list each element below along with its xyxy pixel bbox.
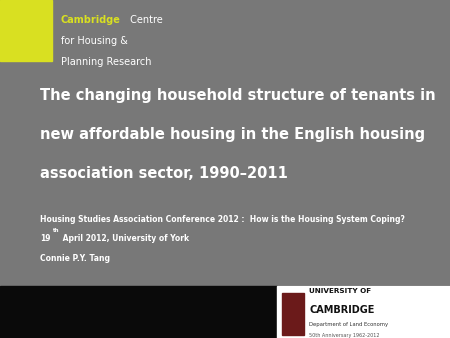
Text: Housing Studies Association Conference 2012 :  How is the Housing System Coping?: Housing Studies Association Conference 2… (40, 215, 405, 224)
Text: association sector, 1990–2011: association sector, 1990–2011 (40, 166, 288, 180)
Bar (0, 0, 52, 61)
Text: Centre: Centre (127, 15, 163, 25)
Text: The changing household structure of tenants in: The changing household structure of tena… (40, 88, 436, 103)
Text: Cambridge: Cambridge (61, 15, 121, 25)
Text: CAMBRIDGE: CAMBRIDGE (309, 305, 374, 315)
Text: Department of Land Economy: Department of Land Economy (309, 322, 388, 327)
Bar (277, 286, 450, 338)
Bar (0, 286, 450, 338)
Text: th: th (53, 228, 59, 233)
Text: UNIVERSITY OF: UNIVERSITY OF (309, 288, 371, 294)
Text: April 2012, University of York: April 2012, University of York (60, 234, 189, 243)
Text: 50th Anniversary 1962-2012: 50th Anniversary 1962-2012 (309, 333, 380, 338)
Text: new affordable housing in the English housing: new affordable housing in the English ho… (40, 127, 426, 142)
Bar (282, 293, 304, 335)
Text: 19: 19 (40, 234, 51, 243)
Text: Planning Research: Planning Research (61, 57, 151, 67)
Text: Connie P.Y. Tang: Connie P.Y. Tang (40, 254, 111, 263)
Text: for Housing &: for Housing & (61, 36, 128, 46)
